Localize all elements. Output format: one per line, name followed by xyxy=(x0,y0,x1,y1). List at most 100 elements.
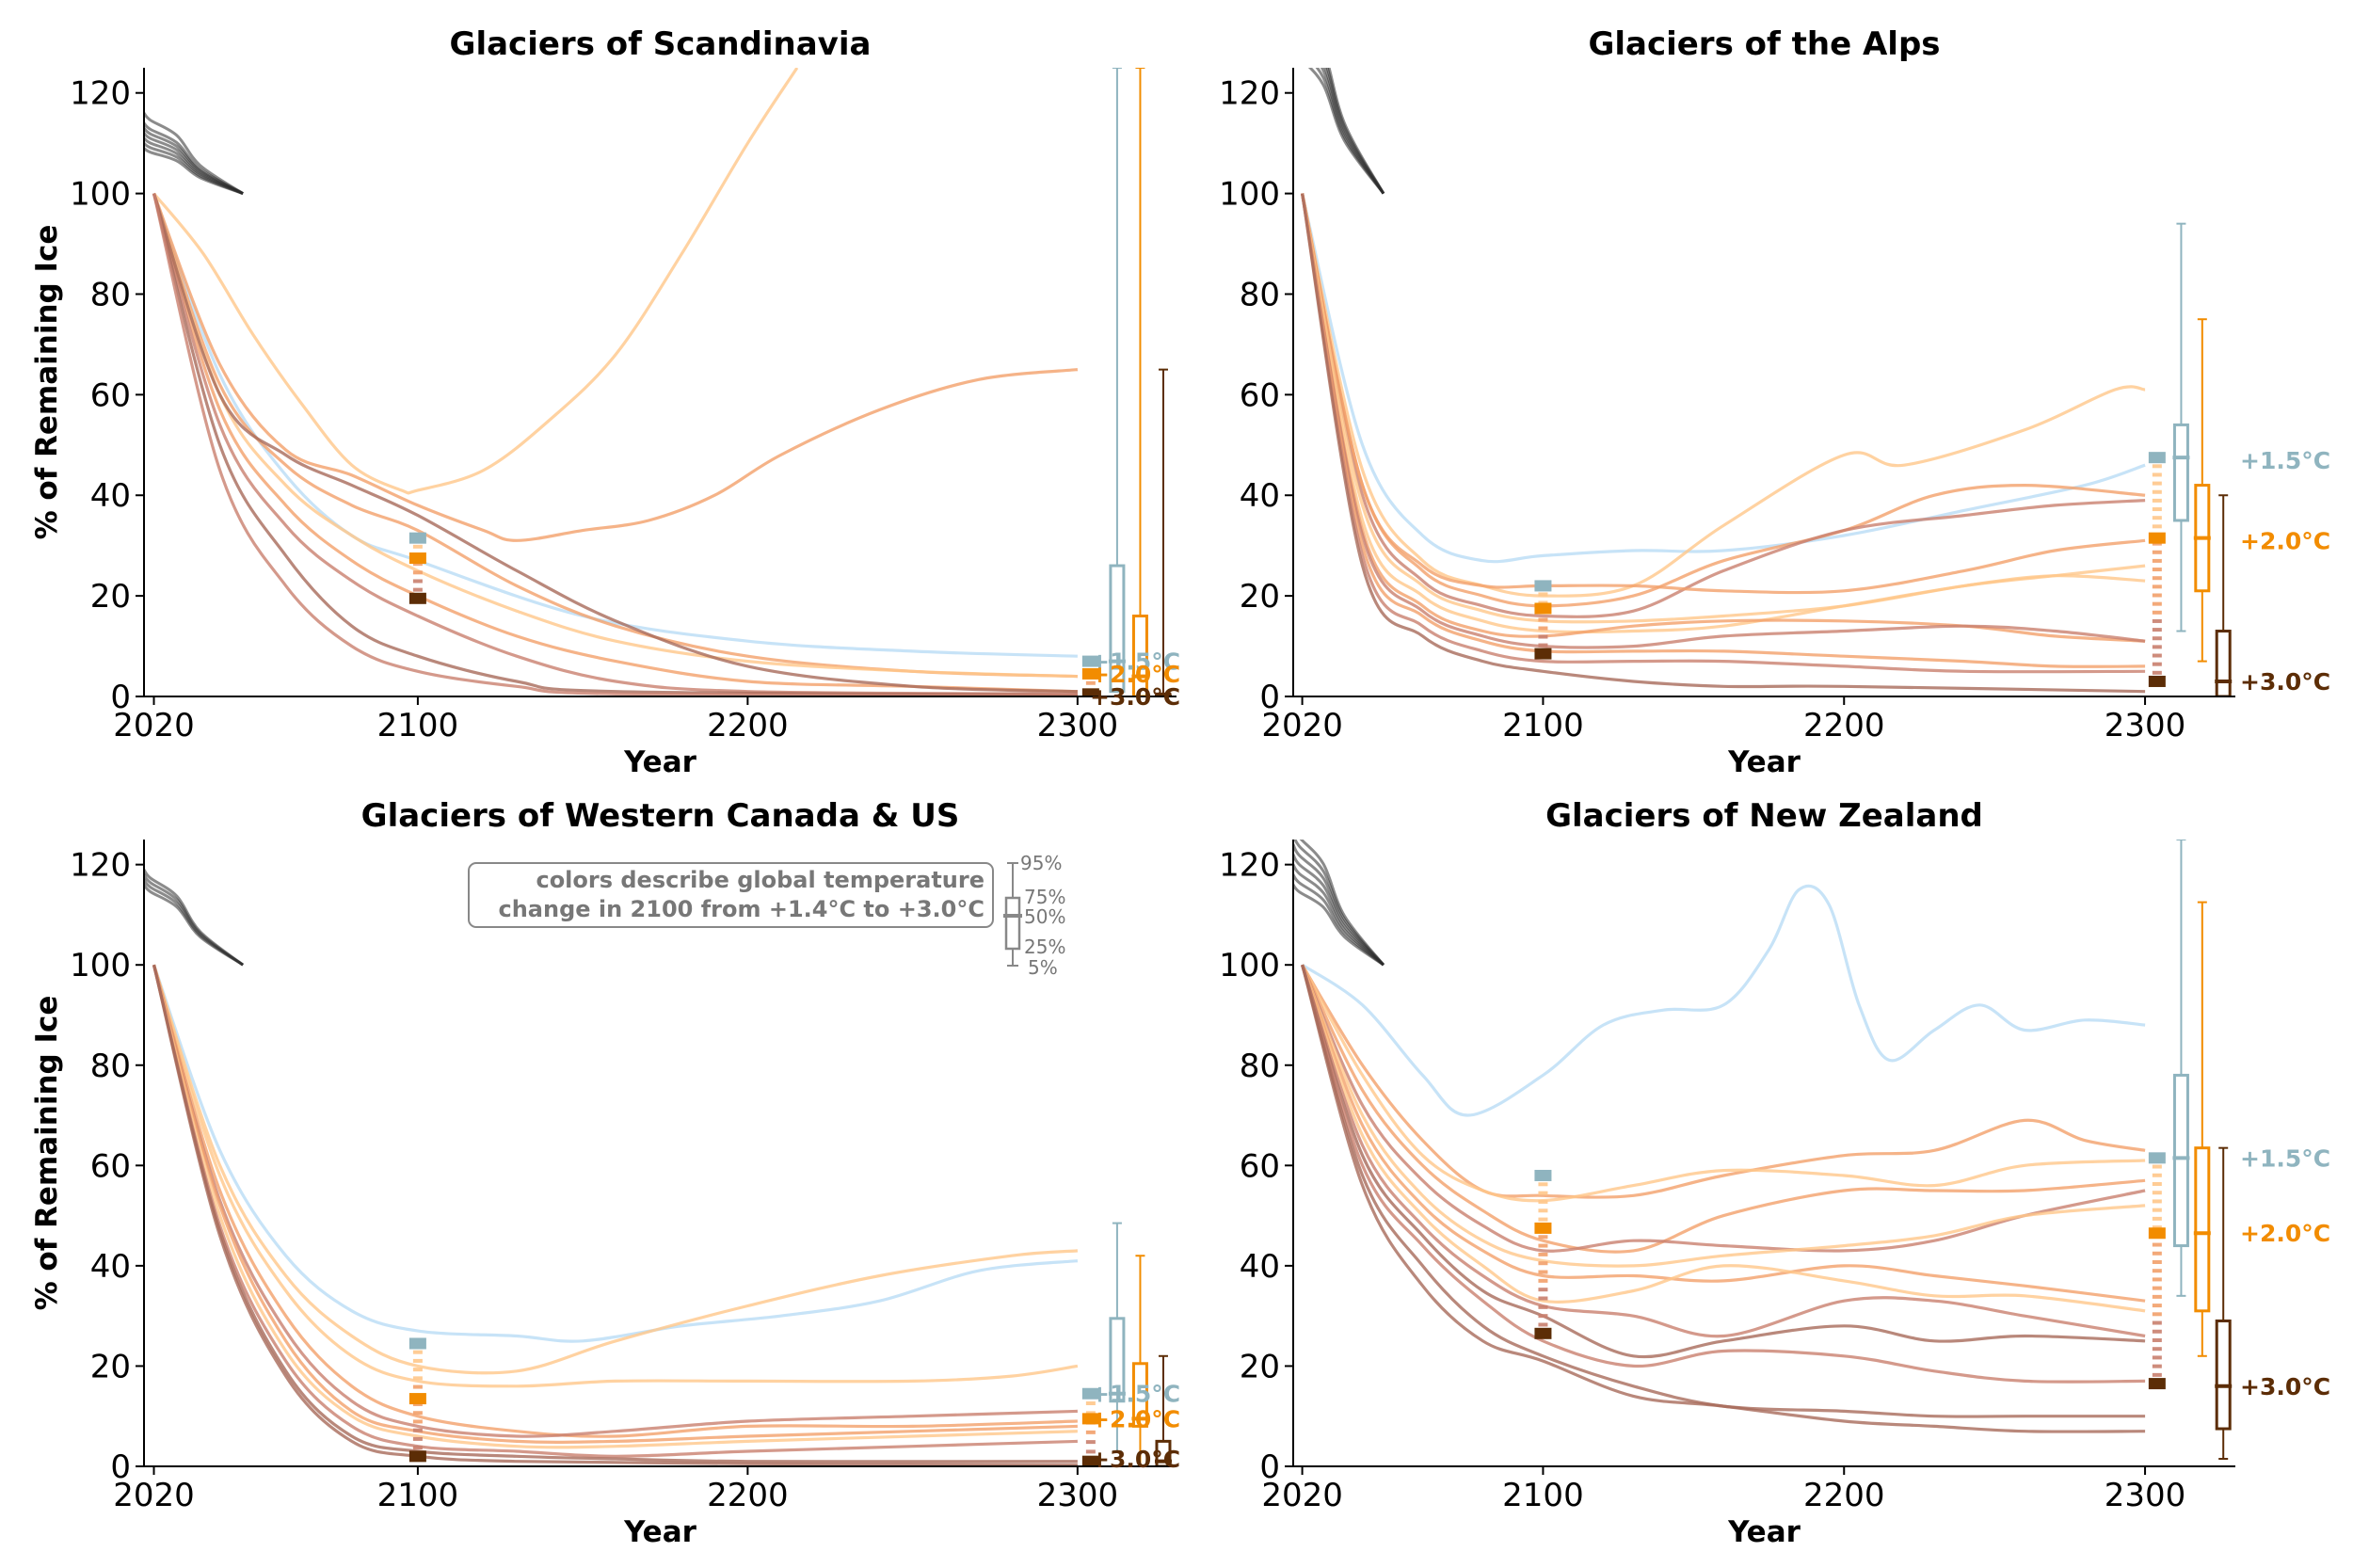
projection-line xyxy=(1301,193,2146,668)
plot-area xyxy=(144,869,1172,1466)
gradient-dot-2100 xyxy=(412,1358,423,1363)
projection-line xyxy=(152,964,1078,1458)
marker-3p0-2100 xyxy=(1534,648,1552,660)
boxplot-2p0 xyxy=(1131,1255,1149,1466)
gradient-dot-2100 xyxy=(412,562,423,567)
boxplot-1p5 xyxy=(2172,222,2190,632)
gradient-dot-2300 xyxy=(2152,1320,2162,1325)
y-tick-label: 60 xyxy=(90,1147,131,1185)
gradient-dot-2300 xyxy=(2152,628,2162,632)
gradient-dot-2300 xyxy=(2152,1251,2162,1256)
gradient-dot-2100 xyxy=(1538,1217,1548,1222)
box-iqr xyxy=(1131,1362,1148,1428)
scenario-label-3p0: +3.0°C xyxy=(2240,668,2330,696)
boxplot-3p0 xyxy=(2215,494,2233,696)
gradient-dot-2300 xyxy=(2152,593,2162,598)
projection-line xyxy=(1301,193,2146,595)
projection-line xyxy=(1301,193,2146,608)
y-tick-label: 60 xyxy=(1240,376,1280,414)
projection-line xyxy=(152,193,1079,542)
projection-line xyxy=(152,193,1078,696)
projection-line xyxy=(1301,193,2146,649)
gradient-dot-2300 xyxy=(2152,1191,2162,1195)
scenario-label-2p0: +2.0°C xyxy=(1090,1405,1180,1432)
gradient-dot-2100 xyxy=(412,1419,423,1424)
marker-1p5-2300 xyxy=(2148,1152,2166,1164)
marker-3p0-2100 xyxy=(408,1450,426,1463)
gradient-dot-2100 xyxy=(1538,1261,1548,1266)
x-axis-label: Year xyxy=(623,1515,697,1549)
gradient-dot-2100 xyxy=(1538,1252,1548,1256)
x-tick-label: 2100 xyxy=(1502,707,1584,744)
gradient-dot-2100 xyxy=(412,1376,423,1381)
projection-line xyxy=(152,193,1078,694)
projection-line xyxy=(1301,964,2146,1199)
gradient-dot-2300 xyxy=(2152,1312,2162,1317)
historical-line xyxy=(144,883,244,967)
x-tick-label: 2300 xyxy=(2105,1477,2186,1514)
marker-1p5-2300 xyxy=(1081,655,1099,667)
box-iqr xyxy=(1109,1317,1126,1403)
gradient-dot-2300 xyxy=(2152,1216,2162,1221)
y-tick-label: 40 xyxy=(90,477,131,515)
marker-1p5-2100 xyxy=(408,532,426,544)
scenario-label-2p0: +2.0°C xyxy=(2240,1220,2330,1247)
projection-line xyxy=(152,964,1078,1449)
projection-line xyxy=(152,964,1078,1466)
projection-line xyxy=(1301,884,2146,1117)
y-tick-label: 100 xyxy=(1219,176,1280,214)
legend-line-1: colors describe global temperature xyxy=(536,867,984,893)
gradient-dot-2300 xyxy=(2152,481,2162,486)
gradient-dot-2100 xyxy=(412,587,423,592)
legend-iqr-box xyxy=(1004,896,1021,951)
y-tick-label: 120 xyxy=(70,75,131,113)
x-tick-label: 2200 xyxy=(707,707,789,744)
gradient-dot-2100 xyxy=(1538,643,1548,648)
projection-line xyxy=(152,68,799,495)
gradient-dot-2100 xyxy=(412,1428,423,1432)
gradient-dot-2300 xyxy=(2152,636,2162,641)
boxplot-2p0 xyxy=(2193,318,2211,663)
gradient-dot-2300 xyxy=(2152,576,2162,581)
gradient-dot-2300 xyxy=(2152,558,2162,563)
gradient-dot-2300 xyxy=(2152,1355,2162,1360)
gradient-dot-2100 xyxy=(412,570,423,575)
historical-line xyxy=(144,873,244,967)
projection-line xyxy=(152,964,1078,1438)
boxplot-3p0 xyxy=(1154,368,1172,696)
x-tick-label: 2020 xyxy=(113,707,195,744)
y-tick-label: 40 xyxy=(90,1248,131,1286)
boxplot-3p0 xyxy=(2215,1146,2233,1461)
projection-line xyxy=(1301,964,2146,1384)
projection-line xyxy=(152,964,1078,1438)
gradient-dot-2300 xyxy=(2152,1181,2162,1186)
legend-line-2: change in 2100 from +1.4°C to +3.0°C xyxy=(498,896,984,922)
historical-line xyxy=(1293,873,1385,967)
boxplot-1p5 xyxy=(2172,840,2190,1297)
gradient-dot-2100 xyxy=(412,1384,423,1389)
historical-line xyxy=(1293,843,1385,967)
scenario-label-2p0: +2.0°C xyxy=(1090,661,1180,688)
y-tick-label: 0 xyxy=(1259,1448,1280,1486)
gradient-dot-2300 xyxy=(2152,653,2162,658)
gradient-dot-2100 xyxy=(1538,634,1548,639)
y-axis-label: % of Remaining Ice xyxy=(30,225,64,540)
gradient-dot-2100 xyxy=(1538,626,1548,631)
gradient-dot-2300 xyxy=(2152,645,2162,649)
marker-1p5-2300 xyxy=(1081,1387,1099,1400)
historical-line xyxy=(1293,854,1385,967)
boxplot-1p5 xyxy=(1108,1222,1126,1453)
projection-line xyxy=(152,193,1078,696)
y-tick-label: 40 xyxy=(1240,477,1280,515)
x-axis-label: Year xyxy=(1727,1515,1801,1549)
historical-line xyxy=(1293,863,1385,967)
gradient-dot-2300 xyxy=(2152,498,2162,503)
projection-line xyxy=(1301,964,2146,1253)
marker-3p0-2300 xyxy=(1081,688,1099,696)
projection-line xyxy=(152,193,1078,658)
gradient-dot-2300 xyxy=(2152,601,2162,606)
x-tick-label: 2200 xyxy=(1803,1477,1885,1514)
chart-panel-2: 0 20 40 60 80 100 120 2020 2100 2200 2300 Glaciers … xyxy=(1219,25,2330,779)
plot-area xyxy=(1293,840,2233,1461)
projection-line xyxy=(152,964,1079,1375)
